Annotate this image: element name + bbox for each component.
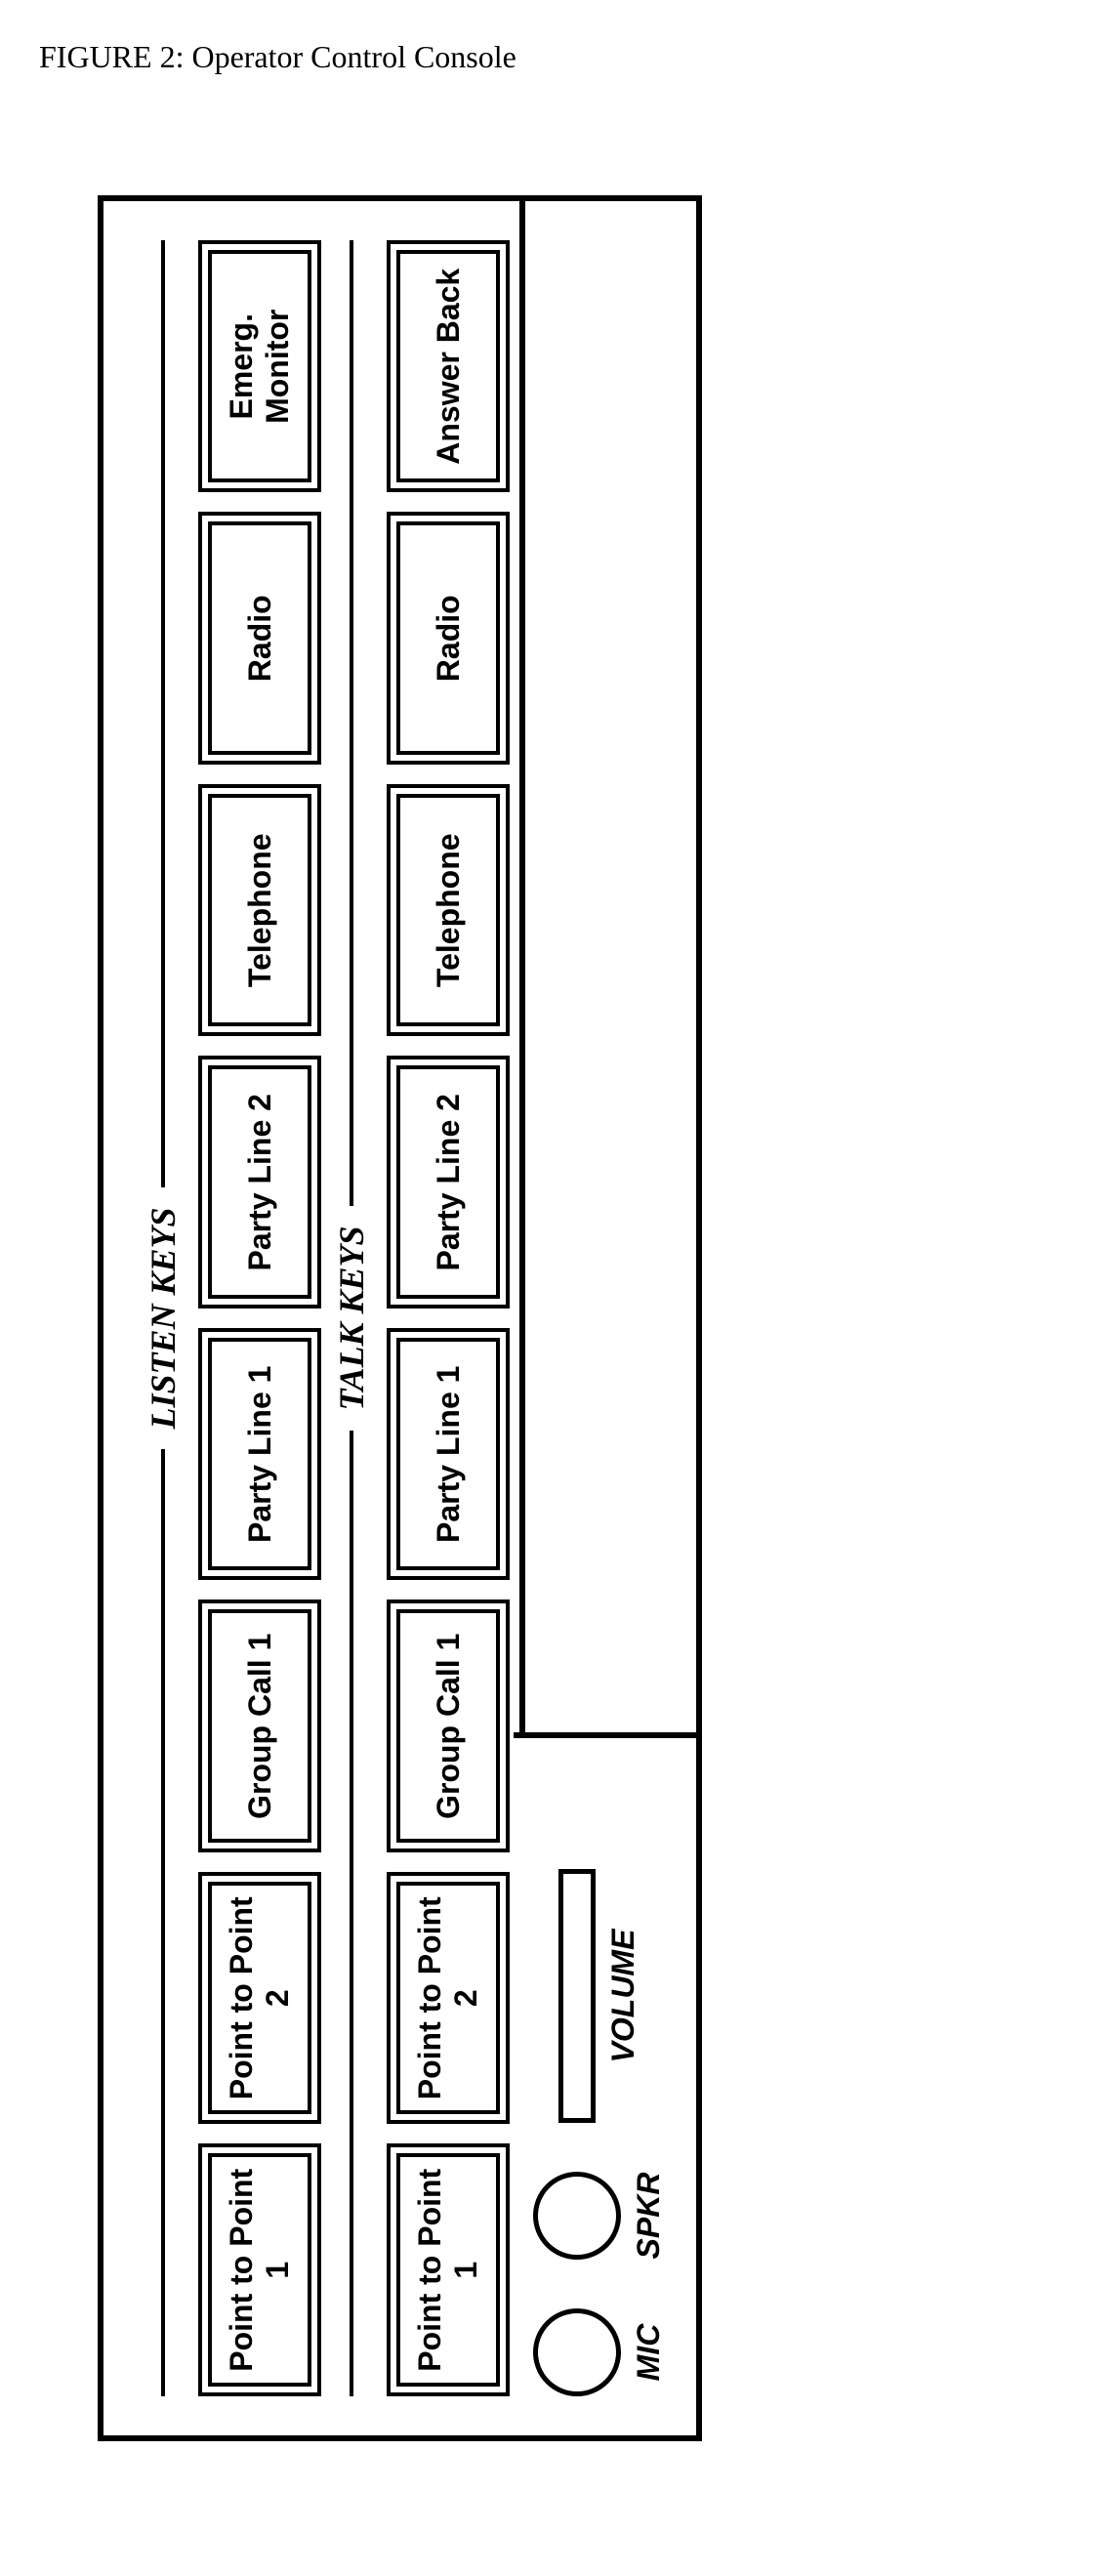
talk-key-answerback[interactable]: Answer Back [387,240,510,493]
talk-key-p2p2[interactable]: Point to Point 2 [387,1872,510,2125]
spkr-control: SPKR [533,2172,667,2260]
spkr-jack[interactable] [533,2172,621,2260]
key-label: Point to Point 2 [396,1882,500,2115]
key-label: Telephone [208,794,311,1027]
console-main: LISTEN KEYS Point to Point 1 Point to Po… [103,201,510,2435]
listen-key-row: Point to Point 1 Point to Point 2 Group … [198,240,321,2396]
key-label: Radio [208,522,311,756]
volume-slider[interactable] [558,1869,596,2123]
figure-title: FIGURE 2: Operator Control Console [39,39,1076,75]
key-label: Party Line 2 [208,1066,311,1300]
listen-keys-label: LISTEN KEYS [143,240,184,2396]
key-label: Answer Back [396,250,500,483]
volume-label: VOLUME [605,1930,641,2063]
listen-key-party2[interactable]: Party Line 2 [198,1057,321,1309]
talk-key-party1[interactable]: Party Line 1 [387,1328,510,1581]
volume-control: VOLUME [558,1869,641,2123]
bottom-controls: MIC SPKR VOLUME [514,1732,696,2435]
bottom-section: MIC SPKR VOLUME [519,201,696,2435]
key-label: Group Call 1 [396,1610,500,1844]
key-label: Radio [396,522,500,756]
listen-key-party1[interactable]: Party Line 1 [198,1328,321,1581]
key-label: Party Line 2 [396,1066,500,1300]
mic-label: MIC [631,2324,667,2382]
talk-key-group1[interactable]: Group Call 1 [387,1600,510,1853]
talk-key-party2[interactable]: Party Line 2 [387,1057,510,1309]
talk-keys-label: TALK KEYS [331,240,372,2396]
listen-key-radio[interactable]: Radio [198,513,321,766]
spkr-label: SPKR [631,2173,667,2260]
talk-key-row: Point to Point 1 Point to Point 2 Group … [387,240,510,2396]
mic-jack[interactable] [533,2308,621,2396]
key-label: Telephone [396,794,500,1027]
talk-key-radio[interactable]: Radio [387,513,510,766]
key-label: Point to Point 1 [208,2154,311,2388]
listen-key-p2p1[interactable]: Point to Point 1 [198,2144,321,2397]
key-label: Party Line 1 [396,1338,500,1571]
talk-key-p2p1[interactable]: Point to Point 1 [387,2144,510,2397]
key-label: Point to Point 2 [208,1882,311,2115]
key-label: Group Call 1 [208,1610,311,1844]
listen-keys-text: LISTEN KEYS [143,1207,184,1429]
key-label: Emerg. Monitor [208,250,311,483]
operator-control-console: LISTEN KEYS Point to Point 1 Point to Po… [98,195,702,2441]
bottom-cutout [519,195,525,1732]
talk-key-telephone[interactable]: Telephone [387,784,510,1037]
listen-key-group1[interactable]: Group Call 1 [198,1600,321,1853]
listen-key-p2p2[interactable]: Point to Point 2 [198,1872,321,2125]
key-label: Point to Point 1 [396,2154,500,2388]
listen-key-telephone[interactable]: Telephone [198,784,321,1037]
console-wrapper: LISTEN KEYS Point to Point 1 Point to Po… [98,98,702,2441]
talk-keys-text: TALK KEYS [331,1226,372,1410]
mic-control: MIC [533,2308,667,2396]
listen-key-emerg[interactable]: Emerg. Monitor [198,240,321,493]
key-label: Party Line 1 [208,1338,311,1571]
